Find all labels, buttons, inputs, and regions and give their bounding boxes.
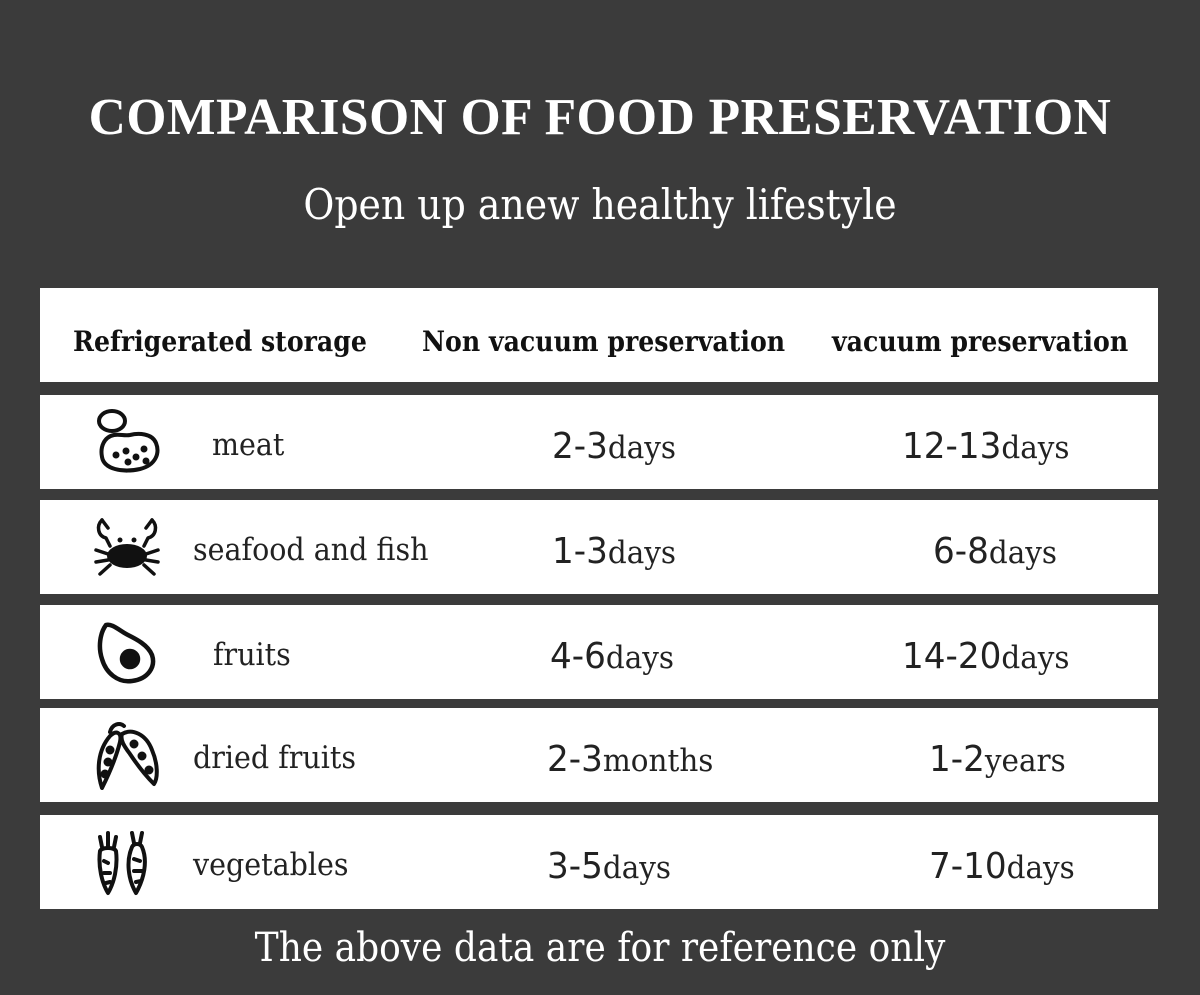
vacuum-value: 1-2years	[929, 739, 1066, 780]
page-title: COMPARISON OF FOOD PRESERVATION	[88, 89, 1112, 146]
avocado-icon	[92, 617, 162, 687]
food-label: dried fruits	[193, 740, 356, 776]
non-vacuum-value: 2-3months	[547, 739, 714, 780]
non-vacuum-value: 1-3days	[552, 531, 677, 572]
table-row: meat 2-3days 12-13days	[40, 395, 1158, 489]
food-label: seafood and fish	[193, 532, 429, 568]
table-row: fruits 4-6days 14-20days	[40, 605, 1158, 699]
vacuum-value: 14-20days	[902, 636, 1070, 677]
vacuum-value: 7-10days	[929, 846, 1075, 887]
non-vacuum-value: 3-5days	[547, 846, 672, 887]
vacuum-value: 12-13days	[902, 426, 1070, 467]
meat-icon	[92, 407, 162, 477]
peapod-icon	[92, 720, 162, 790]
header-refrigerated-storage: Refrigerated storage	[73, 325, 367, 358]
footer-note: The above data are for reference only	[254, 925, 946, 971]
page-subtitle: Open up anew healthy lifestyle	[303, 180, 897, 229]
food-label: vegetables	[193, 847, 349, 883]
table-row: dried fruits 2-3months 1-2years	[40, 708, 1158, 802]
food-label: fruits	[213, 637, 291, 673]
carrot-icon	[92, 827, 162, 897]
header-vacuum: vacuum preservation	[832, 325, 1129, 358]
food-label: meat	[212, 427, 285, 463]
crab-icon	[92, 512, 162, 582]
non-vacuum-value: 4-6days	[550, 636, 675, 677]
header-non-vacuum: Non vacuum preservation	[422, 325, 786, 358]
vacuum-value: 6-8days	[933, 531, 1058, 572]
table-header-row: Refrigerated storage Non vacuum preserva…	[40, 288, 1158, 382]
table-row: seafood and fish 1-3days 6-8days	[40, 500, 1158, 594]
table-row: vegetables 3-5days 7-10days	[40, 815, 1158, 909]
non-vacuum-value: 2-3days	[552, 426, 677, 467]
